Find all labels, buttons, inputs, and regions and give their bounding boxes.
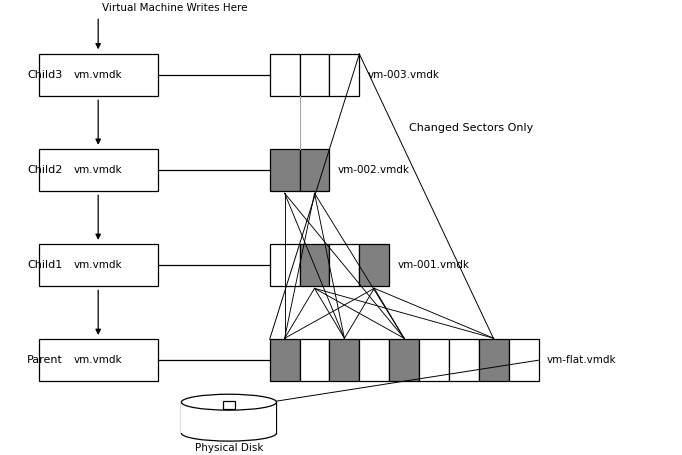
Text: Parent: Parent xyxy=(27,355,63,365)
Ellipse shape xyxy=(181,394,276,410)
Text: vm-003.vmdk: vm-003.vmdk xyxy=(368,70,439,80)
Text: vm.vmdk: vm.vmdk xyxy=(74,165,123,175)
Text: Physical Disk: Physical Disk xyxy=(194,443,263,453)
Bar xyxy=(359,244,389,286)
Text: vm-002.vmdk: vm-002.vmdk xyxy=(338,165,410,175)
Text: vm.vmdk: vm.vmdk xyxy=(74,70,123,80)
Text: Child3: Child3 xyxy=(27,70,63,80)
Bar xyxy=(269,149,299,191)
Bar xyxy=(299,149,329,191)
Text: Virtual Machine Writes Here: Virtual Machine Writes Here xyxy=(102,3,247,13)
Text: vm.vmdk: vm.vmdk xyxy=(74,260,123,270)
Bar xyxy=(39,149,158,191)
Bar xyxy=(39,339,158,381)
Bar xyxy=(329,54,359,96)
Text: vm-001.vmdk: vm-001.vmdk xyxy=(398,260,469,270)
Bar xyxy=(509,339,539,381)
Bar xyxy=(223,400,235,409)
Bar xyxy=(39,54,158,96)
Bar xyxy=(39,244,158,286)
Bar xyxy=(329,244,359,286)
Bar xyxy=(359,339,389,381)
Bar xyxy=(329,339,359,381)
Bar xyxy=(299,244,329,286)
Bar xyxy=(449,339,479,381)
Bar xyxy=(419,339,449,381)
Text: Child2: Child2 xyxy=(27,165,63,175)
Text: Changed Sectors Only: Changed Sectors Only xyxy=(409,123,533,133)
Bar xyxy=(299,54,329,96)
Bar xyxy=(269,244,299,286)
Text: vm-flat.vmdk: vm-flat.vmdk xyxy=(547,355,617,365)
Bar xyxy=(269,339,299,381)
Text: Child1: Child1 xyxy=(27,260,63,270)
Bar xyxy=(479,339,509,381)
Text: vm.vmdk: vm.vmdk xyxy=(74,355,123,365)
Bar xyxy=(299,339,329,381)
Bar xyxy=(269,54,299,96)
Bar xyxy=(389,339,419,381)
Bar xyxy=(181,402,276,433)
